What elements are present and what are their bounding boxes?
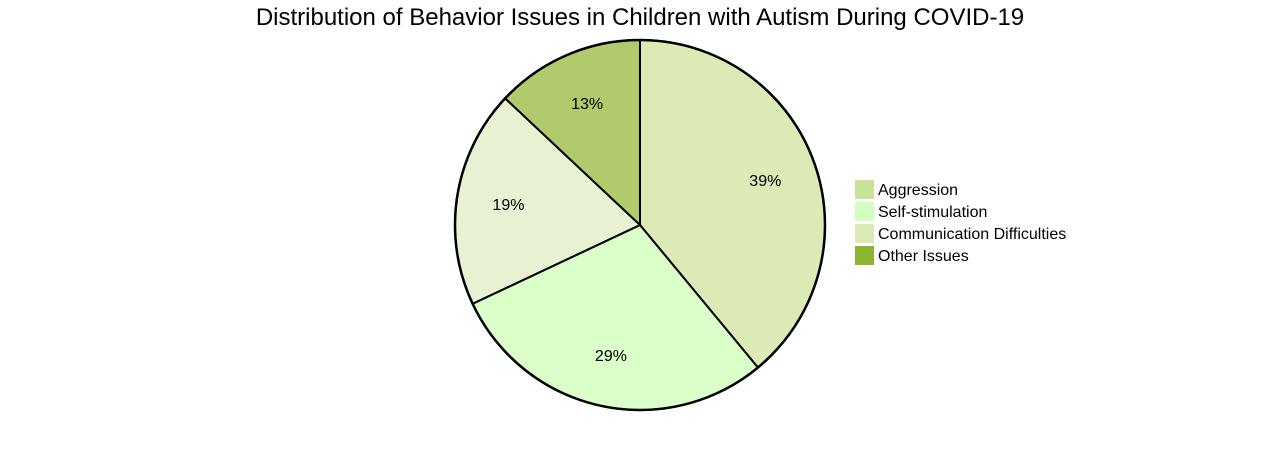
legend-item: Self-stimulation — [855, 202, 987, 221]
legend-swatch — [855, 180, 874, 199]
legend-label: Communication Difficulties — [878, 226, 1066, 243]
slice-label: 29% — [595, 348, 627, 365]
pie-slices — [454, 38, 826, 411]
legend: Aggression Self-stimulation Communication … — [855, 180, 1066, 265]
legend-item: Communication Difficulties — [855, 224, 1066, 243]
legend-item: Aggression — [855, 180, 958, 199]
slice-label: 13% — [571, 96, 603, 113]
legend-label: Aggression — [878, 182, 958, 199]
legend-label: Other Issues — [878, 248, 969, 265]
slice-labels: 39% 29% 19% 13% — [492, 96, 781, 365]
pie-outline — [453, 38, 827, 412]
legend-item: Other Issues — [855, 246, 969, 265]
legend-label: Self-stimulation — [878, 204, 987, 221]
slice-label: 19% — [492, 197, 524, 214]
legend-swatch — [855, 246, 874, 265]
legend-swatch — [855, 202, 874, 221]
legend-swatch — [855, 224, 874, 243]
chart-title: Distribution of Behavior Issues in Child… — [256, 4, 1024, 31]
slice-label: 39% — [749, 173, 781, 190]
